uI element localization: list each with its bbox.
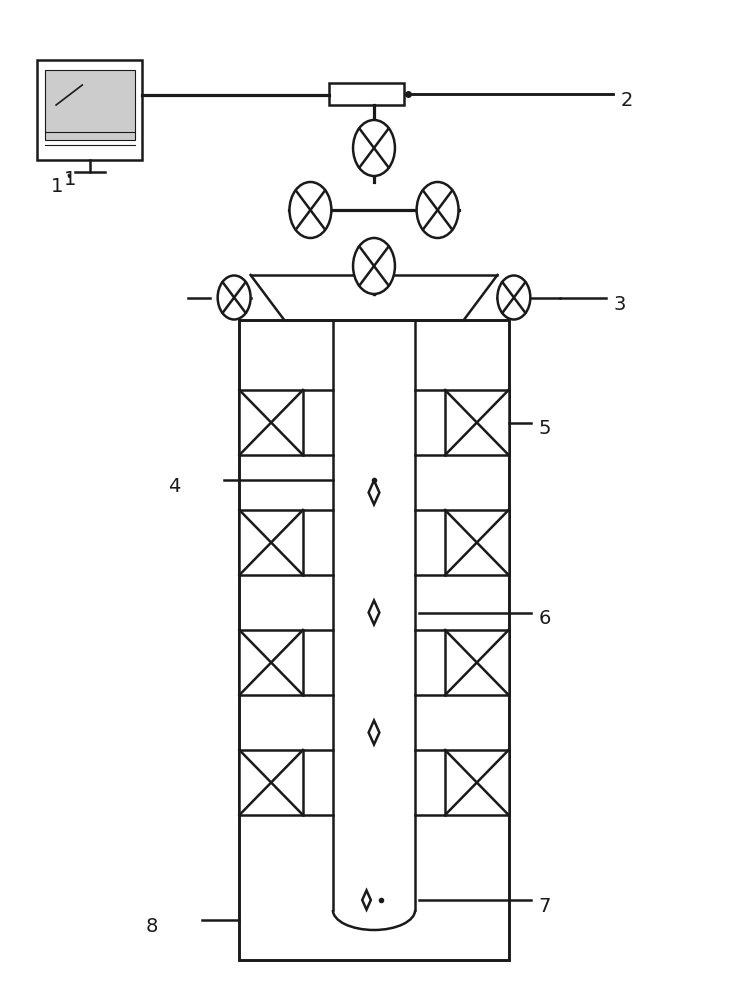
Text: 4: 4 (168, 477, 181, 496)
Bar (329, 83, 404, 105)
Text: 7: 7 (539, 897, 551, 916)
Circle shape (289, 182, 331, 238)
Circle shape (497, 275, 530, 320)
Circle shape (353, 120, 395, 176)
Bar (45, 70, 135, 140)
Bar (445, 510, 509, 575)
Bar (445, 750, 509, 815)
Polygon shape (362, 890, 371, 910)
Text: 5: 5 (539, 420, 551, 438)
Bar (445, 630, 509, 695)
Text: 1: 1 (64, 170, 76, 189)
Bar (445, 390, 509, 455)
Text: 1: 1 (51, 177, 64, 196)
Text: 6: 6 (539, 609, 551, 628)
Bar (239, 750, 303, 815)
Circle shape (218, 275, 251, 320)
Text: 2: 2 (621, 91, 634, 110)
Polygon shape (369, 480, 379, 504)
Text: 3: 3 (613, 294, 626, 314)
Bar (239, 630, 303, 695)
Circle shape (417, 182, 459, 238)
Polygon shape (369, 720, 379, 744)
Text: 8: 8 (146, 917, 159, 936)
Bar (37, 60, 142, 160)
Polygon shape (369, 600, 379, 624)
Bar (239, 390, 303, 455)
Bar (239, 510, 303, 575)
Bar (239, 320, 509, 960)
Circle shape (353, 238, 395, 294)
